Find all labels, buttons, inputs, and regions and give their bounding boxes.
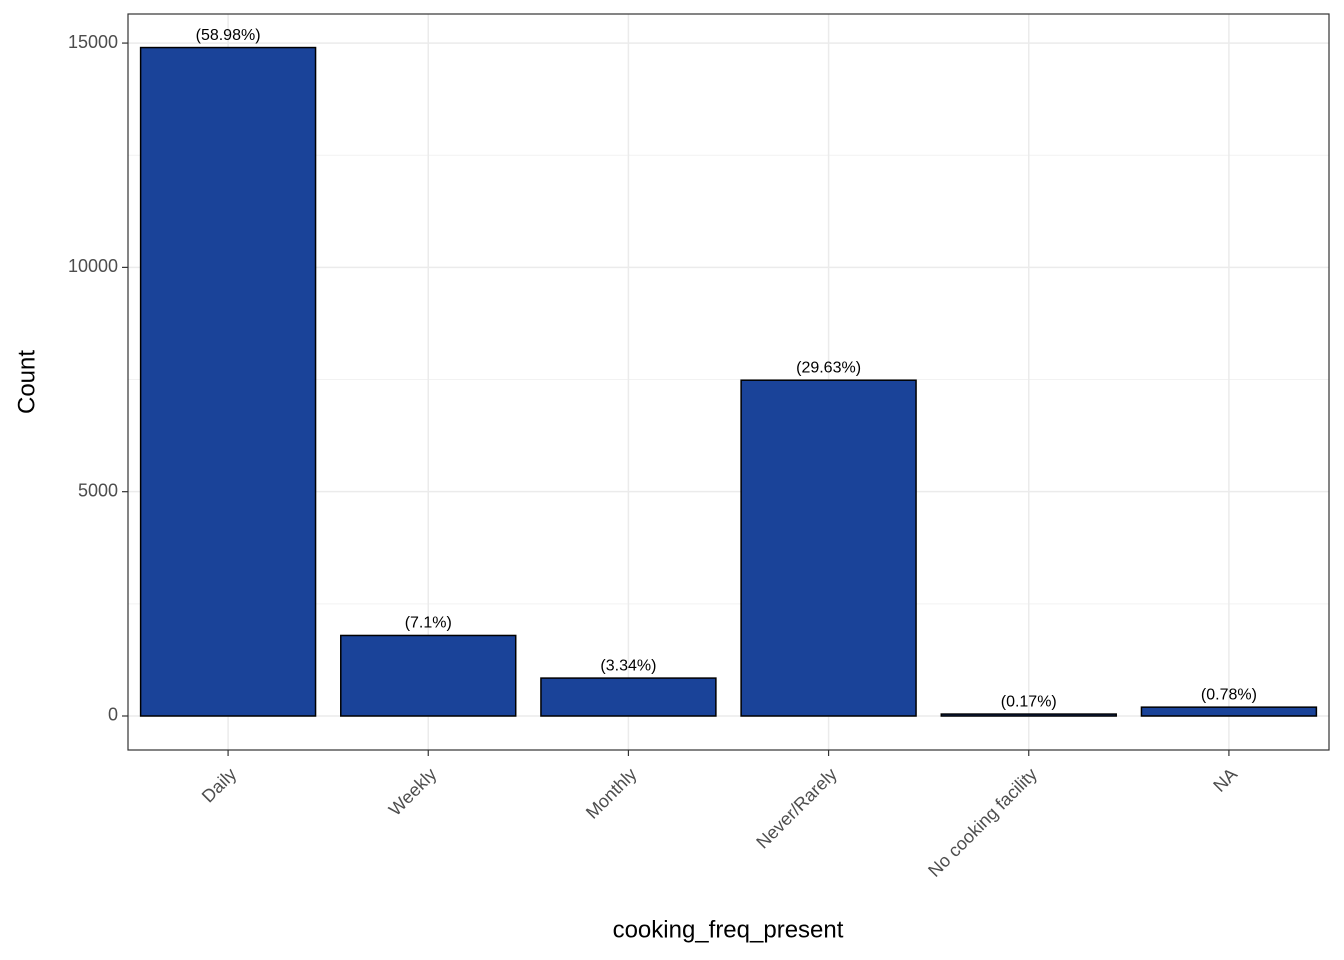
x-tick-label: Weekly (385, 764, 441, 820)
bar-label: (58.98%) (196, 27, 261, 44)
bar-label: (29.63%) (796, 359, 861, 376)
x-tick-label: Never/Rarely (752, 764, 840, 852)
y-tick-label: 10000 (68, 256, 118, 276)
bar (340, 634, 517, 717)
x-tick-label: No cooking facility (924, 764, 1041, 881)
bar-label: (0.17%) (1001, 693, 1057, 710)
y-tick-label: 15000 (68, 32, 118, 52)
y-tick-label: 5000 (78, 480, 118, 500)
bar-label: (7.1%) (405, 615, 452, 632)
bar (740, 379, 917, 717)
x-axis-title: cooking_freq_present (613, 916, 844, 943)
y-axis-title: Count (13, 350, 40, 414)
bar (139, 46, 317, 717)
bar (1140, 706, 1318, 717)
bar (940, 713, 1117, 717)
x-tick-label: Monthly (582, 764, 641, 823)
y-tick-label: 0 (108, 705, 118, 725)
bar-label: (3.34%) (600, 657, 656, 674)
bar (540, 677, 717, 717)
x-tick-label: Daily (198, 764, 240, 806)
plot-border (127, 13, 1330, 751)
bar-label: (0.78%) (1201, 686, 1257, 703)
x-tick-label: NA (1209, 764, 1241, 796)
